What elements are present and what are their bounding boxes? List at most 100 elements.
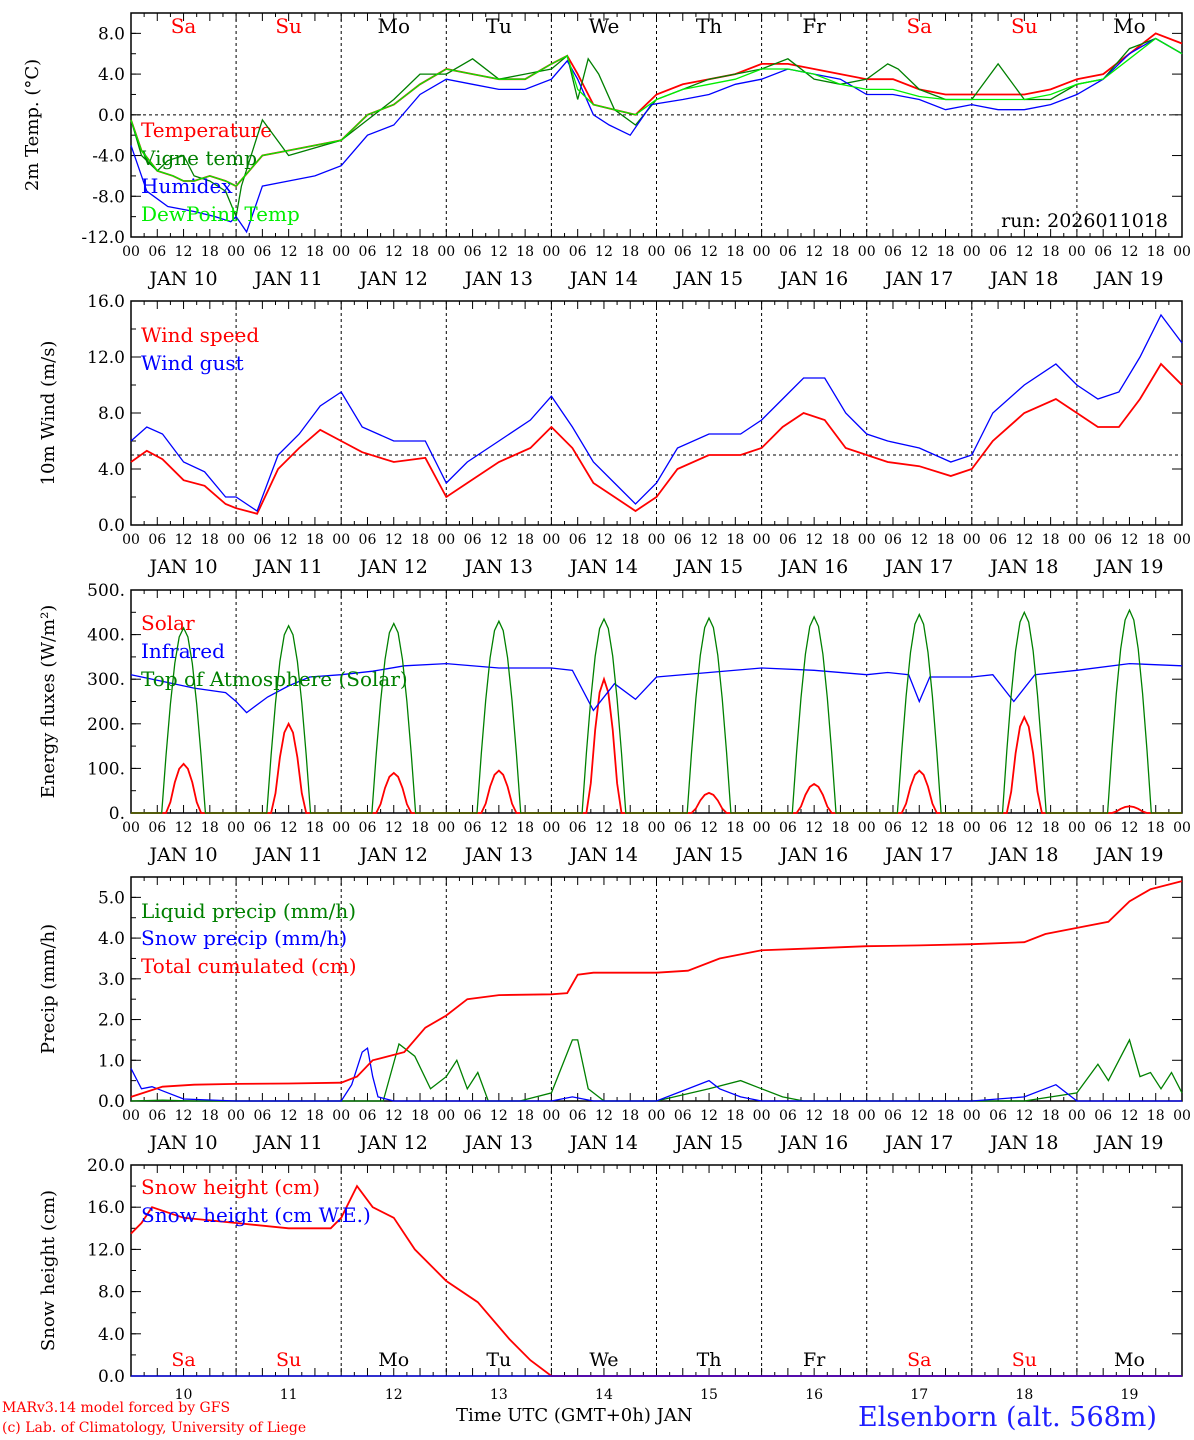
hour-tick-label: 06 (359, 820, 377, 836)
hour-tick-label: 06 (253, 532, 271, 548)
hour-tick-label: 18 (306, 532, 324, 548)
hour-tick-label: 00 (227, 1108, 245, 1124)
weekday-label: Mo (378, 1349, 409, 1371)
hour-tick-label: 06 (464, 820, 482, 836)
y-axis-label: 2m Temp. (°C) (22, 59, 43, 191)
hour-tick-label: 06 (569, 1108, 587, 1124)
date-label: JAN 13 (463, 1132, 533, 1154)
date-label: JAN 10 (147, 1132, 217, 1154)
hour-tick-label: 06 (148, 1108, 166, 1124)
hour-tick-label: 00 (437, 820, 455, 836)
hour-tick-label: 00 (332, 244, 350, 260)
series-line-wind-gust (130, 313, 1183, 512)
hour-tick-label: 12 (175, 532, 193, 548)
weekday-label: Su (1011, 14, 1038, 38)
weekday-label: Sa (171, 14, 197, 38)
hour-tick-label: 12 (490, 532, 508, 548)
series-line-dewpoint-temp (130, 37, 1183, 187)
date-label: JAN 17 (883, 844, 953, 866)
hour-tick-label: 06 (884, 820, 902, 836)
hour-tick-label: 06 (359, 532, 377, 548)
hour-tick-label: 00 (227, 244, 245, 260)
hour-tick-label: 12 (385, 820, 403, 836)
hour-tick-label: 18 (621, 820, 639, 836)
hour-tick-label: 06 (989, 1108, 1007, 1124)
station-label: Elsenborn (alt. 568m) (858, 1402, 1157, 1433)
hour-tick-label: 00 (542, 1108, 560, 1124)
date-label: JAN 16 (778, 268, 848, 290)
hour-tick-label: 00 (332, 1108, 350, 1124)
hour-tick-label: 06 (884, 532, 902, 548)
hour-tick-label: 00 (1068, 244, 1086, 260)
hour-tick-label: 00 (542, 244, 560, 260)
hour-tick-label: 06 (674, 532, 692, 548)
day-number-label: 16 (805, 1387, 823, 1403)
hour-tick-label: 12 (385, 532, 403, 548)
hour-tick-label: 00 (227, 820, 245, 836)
hour-tick-label: 00 (963, 820, 981, 836)
hour-tick-label: 12 (700, 244, 718, 260)
hour-tick-label: 00 (1173, 820, 1191, 836)
y-tick-label: 16.0 (87, 292, 125, 312)
hour-tick-label: 12 (1015, 532, 1033, 548)
y-tick-label: 12.0 (87, 1240, 125, 1260)
hour-tick-label: 12 (910, 1108, 928, 1124)
y-tick-label: 16.0 (87, 1198, 125, 1218)
hour-tick-label: 12 (595, 820, 613, 836)
hour-tick-label: 12 (805, 1108, 823, 1124)
hour-tick-label: 18 (516, 244, 534, 260)
legend-entry: Liquid precip (mm/h) (141, 899, 356, 923)
hour-tick-label: 12 (805, 244, 823, 260)
hour-tick-label: 06 (989, 532, 1007, 548)
panel-frame (130, 589, 1183, 814)
hour-tick-label: 06 (779, 820, 797, 836)
hour-tick-label: 18 (1042, 820, 1060, 836)
date-label: JAN 16 (778, 1132, 848, 1154)
hour-tick-label: 18 (937, 244, 955, 260)
weekday-label: Sa (171, 1349, 195, 1371)
hour-tick-label: 18 (1042, 244, 1060, 260)
hour-tick-label: 00 (753, 820, 771, 836)
hour-tick-label: 12 (595, 244, 613, 260)
date-label: JAN 10 (147, 268, 217, 290)
hour-tick-label: 12 (910, 532, 928, 548)
hour-tick-label: 18 (1042, 532, 1060, 548)
date-label: JAN 12 (358, 556, 428, 578)
hour-tick-label: 00 (332, 820, 350, 836)
weekday-label: We (589, 14, 620, 38)
hour-tick-label: 00 (753, 1108, 771, 1124)
hour-tick-label: 06 (779, 1108, 797, 1124)
date-label: JAN 15 (673, 268, 743, 290)
legend-entry: Wind speed (141, 323, 259, 347)
weekday-label: We (589, 1349, 618, 1371)
hour-tick-label: 18 (621, 244, 639, 260)
hour-tick-label: 06 (148, 532, 166, 548)
hour-tick-label: 18 (621, 1108, 639, 1124)
hour-tick-label: 06 (1094, 532, 1112, 548)
hour-tick-label: 12 (1015, 244, 1033, 260)
legend-entry: Wind gust (141, 351, 244, 375)
y-tick-label: 100. (87, 759, 125, 779)
series-line-total-cumulated-cm- (130, 880, 1183, 1098)
hour-tick-label: 06 (1094, 820, 1112, 836)
date-label: JAN 14 (568, 556, 638, 578)
day-number-label: 14 (595, 1387, 613, 1403)
hour-tick-label: 00 (542, 532, 560, 548)
y-tick-label: 200. (87, 715, 125, 735)
hour-tick-label: 12 (595, 532, 613, 548)
hour-tick-label: 18 (201, 532, 219, 548)
y-tick-label: -8.0 (92, 187, 125, 207)
hour-tick-label: 12 (280, 244, 298, 260)
legend-entry: Vigne temp (140, 146, 257, 170)
hour-tick-label: 12 (280, 820, 298, 836)
date-label: JAN 12 (358, 268, 428, 290)
hour-tick-label: 00 (1173, 532, 1191, 548)
credit-lab: (c) Lab. of Climatology, University of L… (2, 1420, 307, 1436)
hour-tick-label: 18 (1147, 244, 1165, 260)
hour-tick-label: 00 (648, 532, 666, 548)
hour-tick-label: 18 (411, 532, 429, 548)
hour-tick-label: 00 (963, 244, 981, 260)
day-number-label: 10 (175, 1387, 193, 1403)
y-tick-label: 500. (87, 581, 125, 601)
